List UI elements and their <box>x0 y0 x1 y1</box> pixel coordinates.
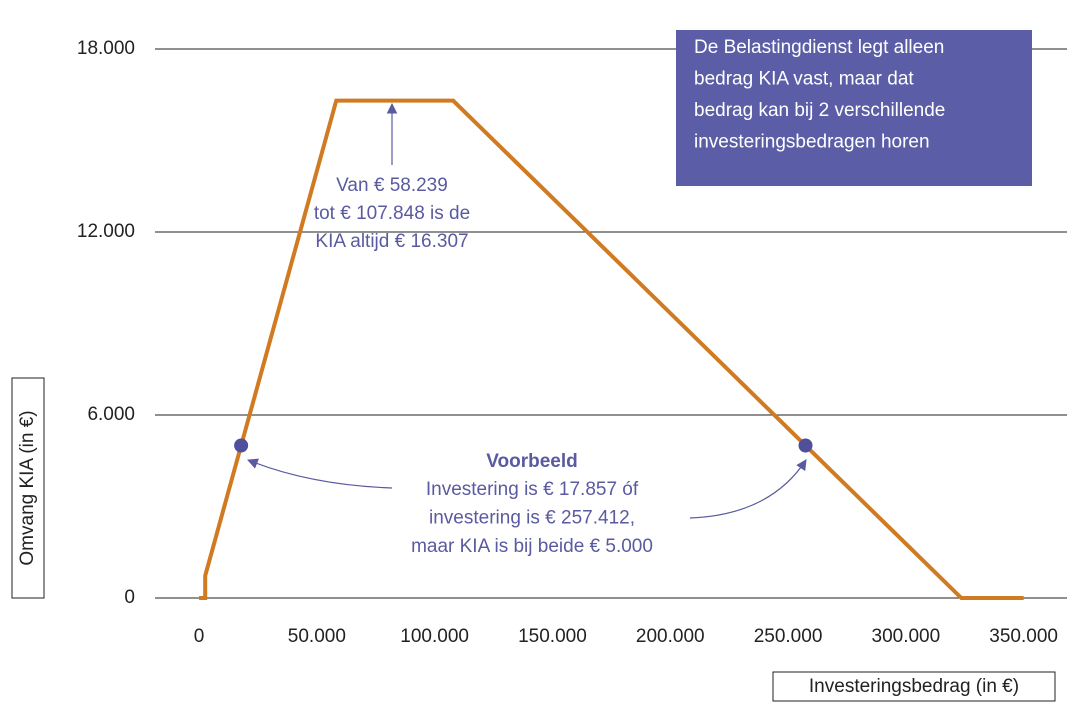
x-axis-label: Investeringsbedrag (in €) <box>809 676 1019 697</box>
x-tick-label: 50.000 <box>288 626 346 647</box>
y-label-box <box>11 377 45 599</box>
annotation: Van € 58.239 <box>336 175 448 196</box>
x-tick-label: 350.000 <box>989 626 1058 647</box>
x-tick-label: 200.000 <box>636 626 705 647</box>
line <box>199 98 1024 600</box>
arrow <box>689 459 807 519</box>
annotation: maar KIA is bij beide € 5.000 <box>411 536 653 557</box>
x-tick-label: 250.000 <box>754 626 823 647</box>
y-tick-label: 0 <box>124 587 135 608</box>
annotation: Investering is € 17.857 óf <box>426 479 639 500</box>
x-tick-label: 150.000 <box>518 626 587 647</box>
annotation: investering is € 257.412, <box>429 508 635 529</box>
annotation-title: Voorbeeld <box>486 451 578 472</box>
note-text: bedrag kan bij 2 verschillende <box>694 100 945 121</box>
arrow <box>246 458 393 489</box>
x-label-box <box>772 671 1056 702</box>
y-axis-label: Omvang KIA (in €) <box>17 410 38 565</box>
x-tick-label: 0 <box>194 626 205 647</box>
y-tick-label: 6.000 <box>87 404 135 425</box>
example-point <box>798 438 813 453</box>
note-box <box>676 30 1032 186</box>
example-point <box>234 438 249 453</box>
x-tick-label: 100.000 <box>400 626 469 647</box>
annotation: KIA altijd € 16.307 <box>315 231 468 252</box>
annotation: tot € 107.848 is de <box>314 203 470 224</box>
x-tick-label: 300.000 <box>872 626 941 647</box>
note-text: bedrag KIA vast, maar dat <box>694 69 914 90</box>
y-tick-label: 12.000 <box>77 221 135 242</box>
y-tick-label: 18.000 <box>77 38 135 59</box>
note-text: De Belastingdienst legt alleen <box>694 37 944 58</box>
note-text: investeringsbedragen horen <box>694 132 930 153</box>
